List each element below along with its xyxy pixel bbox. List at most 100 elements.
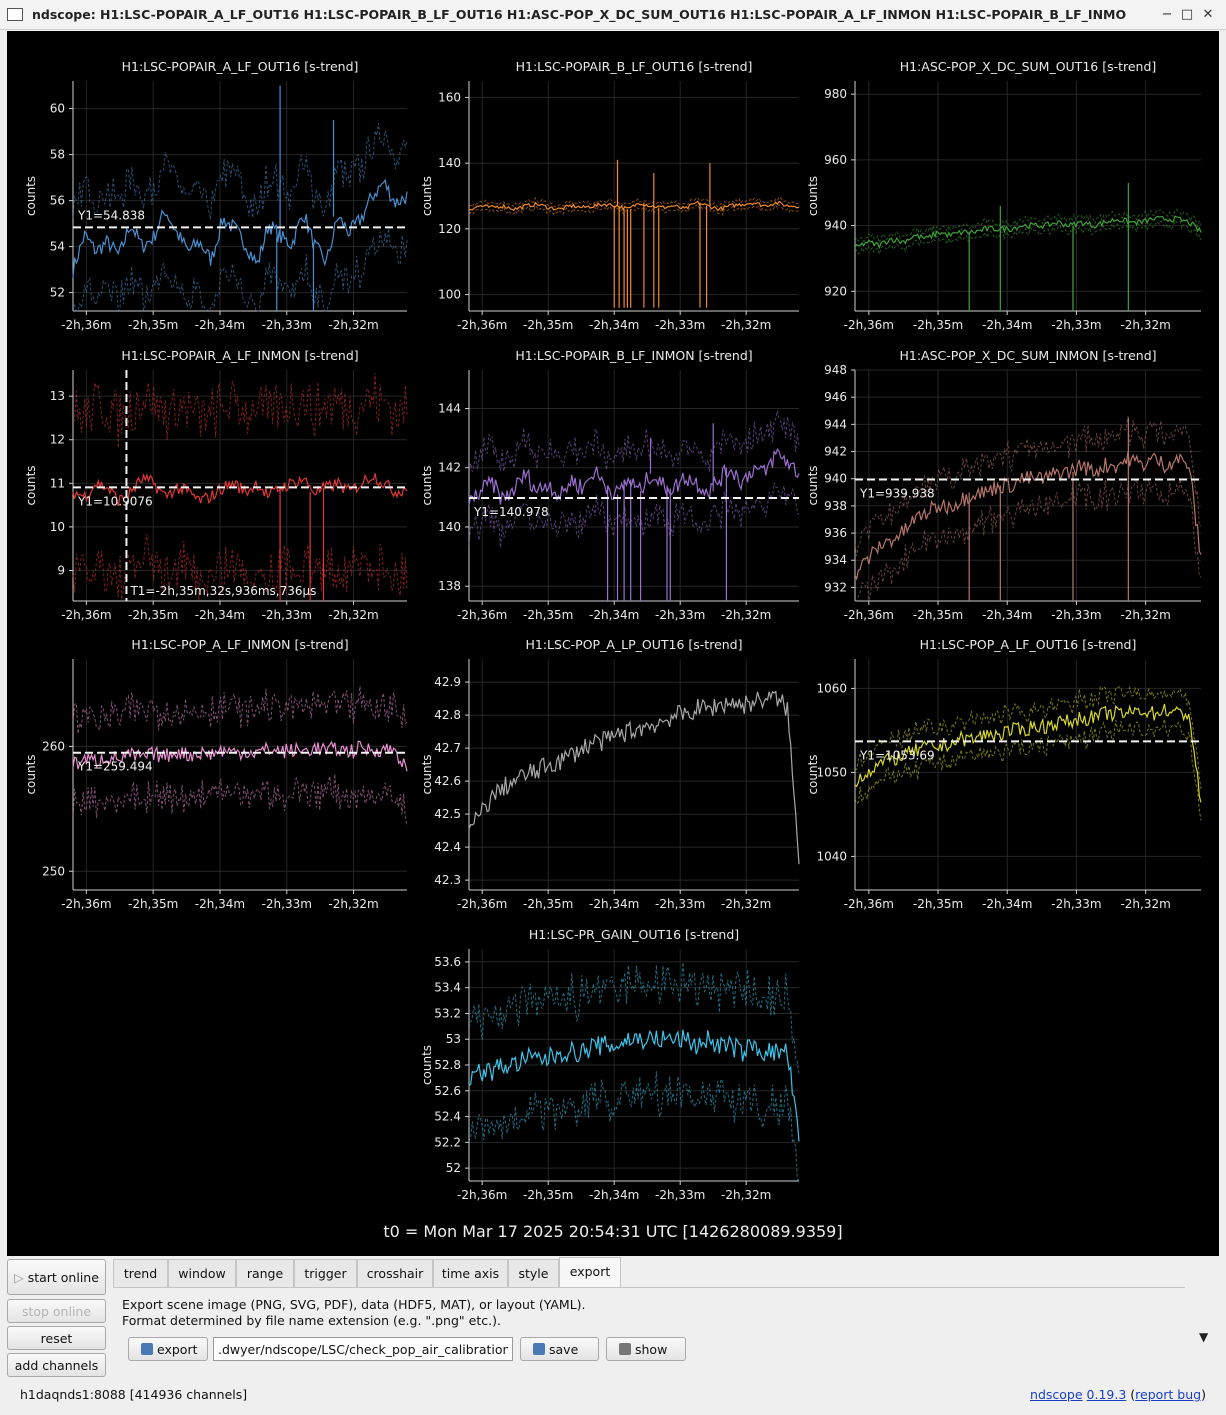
export-icon	[141, 1343, 153, 1355]
y-axis-label: counts	[420, 754, 434, 794]
y-axis-label: counts	[420, 465, 434, 505]
plot-title: H1:LSC-PR_GAIN_OUT16 [s-trend]	[529, 927, 739, 942]
save-button[interactable]: save	[520, 1337, 599, 1361]
y-tick-label: 980	[824, 87, 847, 101]
x-tick-label: -2h,32m	[721, 1188, 771, 1202]
tab-crosshair[interactable]: crosshair	[357, 1259, 433, 1287]
plot-panel: H1:ASC-POP_X_DC_SUM_INMON [s-trend] 932 93…	[806, 348, 1202, 622]
export-path-input[interactable]	[213, 1337, 513, 1361]
y-cursor-label: Y1=54.838	[77, 208, 145, 222]
tab-export[interactable]: export	[559, 1257, 621, 1288]
y-tick-label: 920	[824, 284, 847, 298]
trend-max-line	[854, 415, 1202, 557]
trend-mean-line	[72, 472, 408, 507]
plot-title: H1:LSC-POPAIR_B_LF_INMON [s-trend]	[515, 348, 752, 363]
show-button[interactable]: show	[606, 1337, 686, 1361]
version-link[interactable]: 0.19.3	[1086, 1387, 1127, 1402]
plot-canvas[interactable]: H1:LSC-POPAIR_A_LF_OUT16 [s-trend] 52 54 56…	[7, 31, 1219, 1256]
y-axis-label: counts	[24, 754, 38, 794]
export-format-hint: Format determined by file name extension…	[122, 1313, 501, 1328]
y-tick-label: 144	[438, 402, 461, 416]
window-titlebar: ndscope: H1:LSC-POPAIR_A_LF_OUT16 H1:LSC…	[0, 0, 1226, 30]
version-info: ndscope 0.19.3 (report bug)	[1030, 1387, 1206, 1402]
tab-range[interactable]: range	[236, 1259, 294, 1287]
plot-panel: H1:LSC-POPAIR_B_LF_INMON [s-trend] 138 140…	[420, 348, 800, 622]
tab-trend[interactable]: trend	[113, 1259, 168, 1287]
plot-title: H1:LSC-POPAIR_A_LF_OUT16 [s-trend]	[122, 59, 359, 74]
trend-mean-line	[468, 690, 800, 865]
x-tick-label: -2h,32m	[328, 897, 378, 911]
reset-button[interactable]: reset	[7, 1326, 106, 1350]
collapse-icon[interactable]: ▼	[1199, 1330, 1209, 1344]
x-tick-label: -2h,33m	[655, 608, 705, 622]
tab-window[interactable]: window	[168, 1259, 236, 1287]
x-tick-label: -2h,35m	[523, 318, 573, 332]
report-bug-link[interactable]: report bug	[1135, 1387, 1202, 1402]
x-tick-label: -2h,33m	[262, 318, 312, 332]
x-tick-label: -2h,34m	[195, 897, 245, 911]
y-tick-label: 140	[438, 156, 461, 170]
y-tick-label: 42.7	[434, 741, 461, 755]
x-tick-label: -2h,32m	[328, 318, 378, 332]
y-axis-label: counts	[806, 465, 820, 505]
y-tick-label: 54	[50, 240, 65, 254]
y-axis-label: counts	[420, 176, 434, 216]
y-tick-label: 53	[446, 1032, 461, 1046]
y-tick-label: 60	[50, 102, 65, 116]
x-tick-label: -2h,35m	[913, 318, 963, 332]
tab-time-axis[interactable]: time axis	[433, 1259, 508, 1287]
y-tick-label: 52	[50, 286, 65, 300]
trend-mean-line	[468, 1029, 800, 1142]
trend-min-line	[468, 1071, 800, 1182]
start-online-button[interactable]: ▷ start online	[7, 1259, 106, 1295]
y-tick-label: 42.8	[434, 708, 461, 722]
y-tick-label: 100	[438, 288, 461, 302]
y-tick-label: 52.2	[434, 1135, 461, 1149]
y-tick-label: 42.4	[434, 840, 461, 854]
y-tick-label: 946	[824, 390, 847, 404]
minimize-icon[interactable]: −	[1161, 7, 1173, 22]
ndscope-link[interactable]: ndscope	[1030, 1387, 1083, 1402]
save-icon	[533, 1343, 545, 1355]
trend-mean-line	[854, 215, 1202, 250]
y-tick-label: 932	[824, 580, 847, 594]
y-axis-label: counts	[24, 465, 38, 505]
plot-panel: H1:LSC-POP_A_LP_OUT16 [s-trend] 42.3 42.4 4…	[420, 637, 800, 911]
trend-max-line	[72, 372, 408, 448]
x-tick-label: -2h,34m	[982, 608, 1032, 622]
x-tick-label: -2h,33m	[655, 897, 705, 911]
y-cursor-label: Y1=259.494	[77, 760, 153, 774]
plot-title: H1:LSC-POP_A_LF_OUT16 [s-trend]	[920, 637, 1137, 652]
add-channels-button[interactable]: add channels	[7, 1353, 106, 1377]
plot-title: H1:ASC-POP_X_DC_SUM_INMON [s-trend]	[899, 348, 1156, 363]
y-tick-label: 934	[824, 553, 847, 567]
x-tick-label: -2h,34m	[982, 318, 1032, 332]
plot-area: H1:LSC-POPAIR_A_LF_OUT16 [s-trend] 52 54 56…	[7, 31, 1219, 1256]
y-tick-label: 56	[50, 194, 65, 208]
x-tick-label: -2h,36m	[844, 318, 894, 332]
y-tick-label: 142	[438, 461, 461, 475]
plot-title: H1:LSC-POP_A_LF_INMON [s-trend]	[131, 637, 348, 652]
x-tick-label: -2h,36m	[61, 318, 111, 332]
y-tick-label: 12	[50, 433, 65, 447]
trend-min-line	[72, 774, 408, 826]
y-tick-label: 120	[438, 222, 461, 236]
plot-panel: H1:LSC-POPAIR_A_LF_OUT16 [s-trend] 52 54 56…	[24, 59, 408, 332]
export-button[interactable]: export	[128, 1337, 208, 1361]
y-tick-label: 938	[824, 499, 847, 513]
tab-trigger[interactable]: trigger	[294, 1259, 357, 1287]
stop-online-button[interactable]: stop online	[7, 1299, 106, 1323]
tab-divider	[113, 1287, 1185, 1288]
x-tick-label: -2h,36m	[457, 608, 507, 622]
x-tick-label: -2h,35m	[913, 897, 963, 911]
plot-title: H1:ASC-POP_X_DC_SUM_OUT16 [s-trend]	[900, 59, 1157, 74]
y-tick-label: 52.4	[434, 1110, 461, 1124]
server-status: h1daqnds1:8088 [414936 channels]	[20, 1387, 248, 1402]
tab-style[interactable]: style	[508, 1259, 559, 1287]
trend-mean-line	[468, 200, 800, 212]
y-cursor-label: Y1=140.978	[473, 505, 549, 519]
maximize-icon[interactable]: □	[1180, 7, 1194, 22]
x-tick-label: -2h,32m	[721, 897, 771, 911]
y-tick-label: 260	[42, 739, 65, 753]
close-icon[interactable]: ✕	[1202, 7, 1214, 22]
